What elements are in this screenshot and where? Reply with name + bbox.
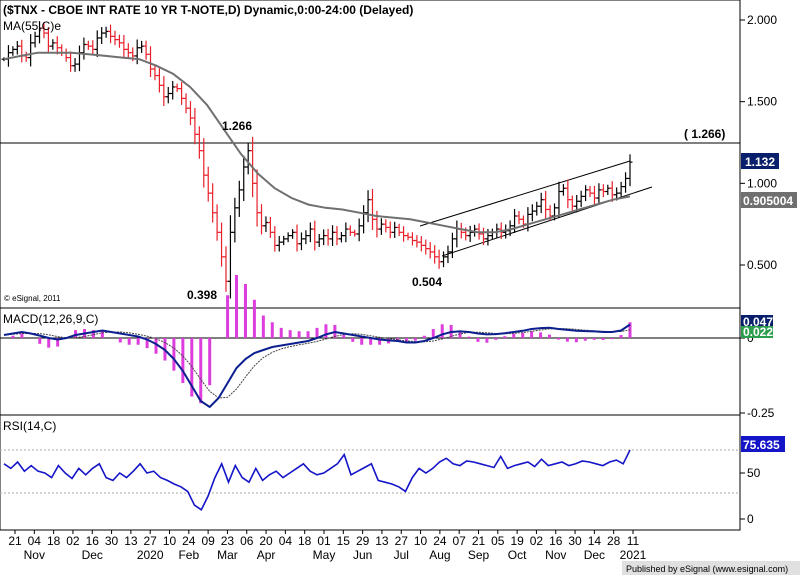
x-month-label: 2021 xyxy=(620,548,647,562)
rsi-badge-bg xyxy=(741,436,785,452)
watermark: © eSignal, 2011 xyxy=(4,294,61,303)
rsi-panel-label: RSI(14,C) xyxy=(3,419,56,433)
x-tick-label: 14 xyxy=(588,534,602,548)
x-month-label: Dec xyxy=(584,548,605,562)
footer-bg xyxy=(622,561,800,575)
channel-upper-line xyxy=(419,160,631,227)
x-tick-label: 02 xyxy=(530,534,544,548)
x-tick-label: 30 xyxy=(105,534,119,548)
chart-title: ($TNX - CBOE INT RATE 10 YR T-NOTE,D) Dy… xyxy=(3,3,413,17)
ma-overlay-label: MA(55,C)e xyxy=(3,19,61,33)
x-month-label: Aug xyxy=(429,548,450,562)
rsi-badge: 75.635 xyxy=(743,438,780,452)
macd-y-axis: 0-0.25 xyxy=(740,331,775,420)
x-tick-label: 06 xyxy=(240,534,254,548)
x-month-label: Apr xyxy=(257,548,276,562)
x-tick-label: 13 xyxy=(375,534,389,548)
x-axis-months: Nov Dec 2020 Feb Mar Apr May Jun Jul Aug Sep Oct Nov… xyxy=(24,548,647,562)
ma-line xyxy=(3,51,631,234)
x-tick-label: 21 xyxy=(8,534,22,548)
x-tick-label: 24 xyxy=(433,534,447,548)
x-month-label: Oct xyxy=(508,548,527,562)
low-label-1: 0.398 xyxy=(187,288,217,302)
x-month-label: May xyxy=(313,548,336,562)
x-tick-label: 30 xyxy=(568,534,582,548)
price-y-tick-label: 1.000 xyxy=(747,176,777,190)
x-tick-label: 10 xyxy=(163,534,177,548)
x-tick-label: 18 xyxy=(47,534,61,548)
footer-credit: Published by eSignal (www.esignal.com) xyxy=(626,564,788,574)
x-tick-label: 15 xyxy=(337,534,351,548)
x-tick-label: 18 xyxy=(298,534,312,548)
ma-value-badge: 0.905004 xyxy=(743,194,793,208)
x-tick-label: 04 xyxy=(28,534,42,548)
x-tick-label: 02 xyxy=(66,534,80,548)
macd-badge-2-bg xyxy=(741,326,773,338)
rsi-y-axis: 50 0 xyxy=(740,466,761,526)
rsi-panel-frame xyxy=(0,414,741,531)
last-price-badge-bg xyxy=(741,153,779,169)
x-month-label: Mar xyxy=(217,548,238,562)
x-tick-label: 29 xyxy=(356,534,370,548)
x-tick-label: 28 xyxy=(607,534,621,548)
x-tick-label: 05 xyxy=(491,534,505,548)
ma-value-badge-bg xyxy=(741,192,797,208)
x-month-label: Nov xyxy=(24,548,45,562)
macd-badge-1: 0.047 xyxy=(743,315,773,329)
macd-panel-frame xyxy=(0,307,741,416)
x-tick-label: 24 xyxy=(182,534,196,548)
x-tick-label: 04 xyxy=(279,534,293,548)
x-tick-label: 27 xyxy=(395,534,409,548)
x-month-label: Feb xyxy=(178,548,199,562)
x-month-label: Jul xyxy=(394,548,409,562)
macd-line xyxy=(3,323,631,409)
price-y-tick-label: 2.000 xyxy=(747,13,777,27)
macd-badge-2: 0.022 xyxy=(743,325,773,339)
x-month-label: Sep xyxy=(468,548,490,562)
last-price-badge: 1.132 xyxy=(745,155,775,169)
x-tick-label: 20 xyxy=(259,534,273,548)
x-tick-label: 16 xyxy=(86,534,100,548)
x-tick-label: 19 xyxy=(510,534,524,548)
low-label-2: 0.504 xyxy=(412,275,442,289)
x-tick-label: 09 xyxy=(201,534,215,548)
ohlc-bar xyxy=(627,154,633,187)
x-tick-label: 07 xyxy=(453,534,467,548)
x-month-label: Nov xyxy=(545,548,566,562)
x-tick-label: 21 xyxy=(472,534,486,548)
rsi-y-tick-label: 0 xyxy=(747,512,754,526)
resistance-value-label: ( 1.266) xyxy=(684,127,725,141)
x-tick-label: 11 xyxy=(627,534,640,548)
rsi-line xyxy=(3,449,631,511)
price-panel-frame xyxy=(0,0,741,309)
x-tick-label: 01 xyxy=(317,534,331,548)
macd-badge-1-bg xyxy=(741,315,773,327)
price-y-tick-label: 0.500 xyxy=(747,258,777,272)
x-axis-ticks: 21 04 18 02 16 30 13 27 10 24 09 23 06 20 04 18 01 15 29 13… xyxy=(8,530,640,548)
price-y-tick-label: 1.500 xyxy=(747,95,777,109)
macd-panel-label: MACD(12,26,9,C) xyxy=(3,312,98,326)
x-tick-label: 13 xyxy=(124,534,138,548)
x-month-label: Jun xyxy=(353,548,372,562)
rsi-y-tick-label: 50 xyxy=(747,466,761,480)
x-tick-label: 23 xyxy=(221,534,235,548)
high-value-label: 1.266 xyxy=(222,119,252,133)
macd-y-tick-label: -0.25 xyxy=(747,406,775,420)
x-tick-label: 16 xyxy=(549,534,563,548)
x-tick-label: 27 xyxy=(144,534,158,548)
x-tick-label: 10 xyxy=(414,534,428,548)
x-month-label: 2020 xyxy=(137,548,164,562)
price-y-axis: 2.000 1.500 1.000 0.500 xyxy=(740,13,777,272)
x-month-label: Dec xyxy=(82,548,103,562)
